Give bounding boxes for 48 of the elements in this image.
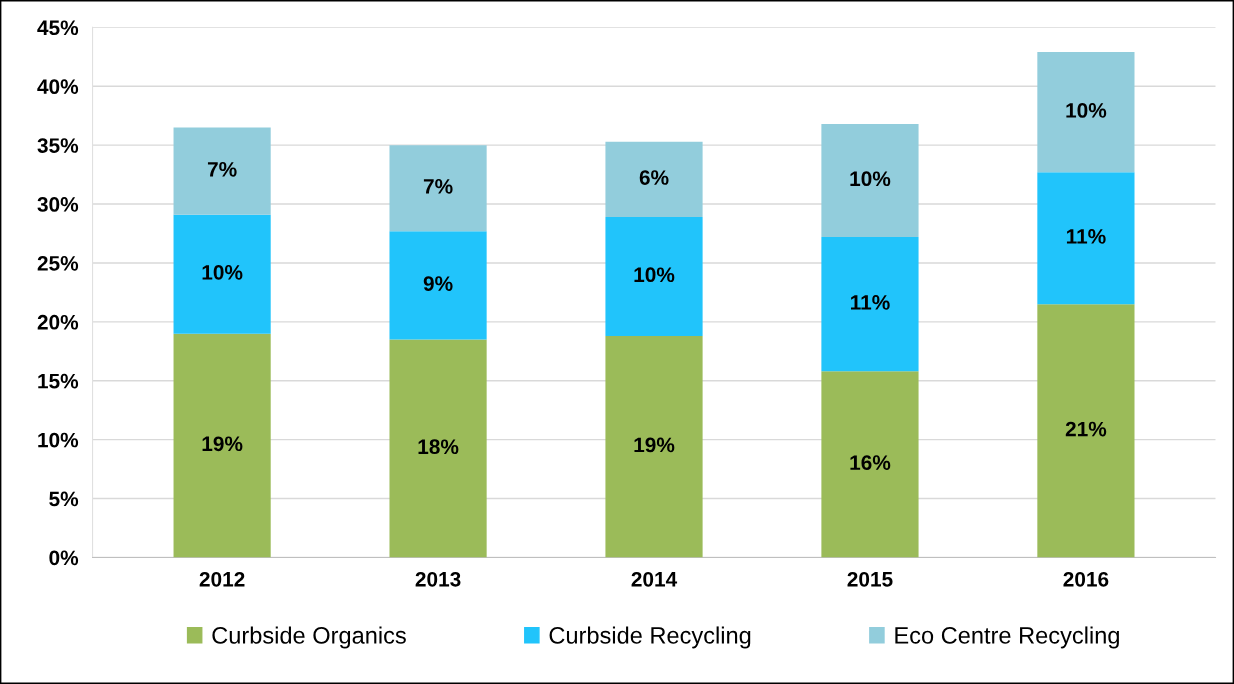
y-tick-label: 0% [49, 550, 79, 566]
data-label: 7% [207, 161, 237, 177]
bar [821, 237, 919, 372]
data-label: 11% [851, 295, 890, 310]
y-tick-label: 35% [37, 138, 79, 153]
data-label: 11% [1066, 229, 1106, 244]
bar [1037, 52, 1135, 173]
data-label: 21% [1065, 421, 1107, 437]
legend-label: Eco Centre Recycling [895, 626, 1119, 649]
y-tick-label: 45% [37, 20, 79, 36]
y-tick-label: 25% [37, 255, 79, 271]
data-label: 6% [639, 170, 669, 185]
x-tick-label: 2014 [631, 571, 678, 587]
data-label: 10% [202, 264, 243, 280]
y-tick-label: 30% [37, 197, 79, 212]
bar [173, 214, 271, 334]
x-tick-label: 2012 [199, 571, 245, 587]
bar [821, 371, 919, 558]
legend-label: Curbside Organics [212, 626, 406, 649]
bar [605, 141, 703, 218]
bar [605, 336, 703, 558]
data-label: 7% [423, 179, 453, 194]
bar [173, 127, 271, 215]
y-tick-label: 10% [38, 432, 79, 448]
y-tick-label: 40% [37, 79, 79, 95]
data-label: 10% [634, 267, 675, 283]
y-tick-label: 15% [38, 373, 79, 389]
bar [821, 123, 919, 238]
bar [389, 145, 487, 232]
x-tick-label: 2015 [847, 571, 893, 587]
x-tick-label: 2013 [415, 571, 461, 587]
y-tick-label: 20% [37, 314, 79, 330]
data-label: 19% [202, 436, 243, 452]
data-label: 19% [634, 437, 675, 453]
legend-label: Curbside Recycling [549, 626, 751, 649]
bar [173, 333, 271, 558]
bar [1037, 304, 1135, 558]
data-label: 10% [1066, 103, 1107, 118]
data-label: 9% [423, 276, 453, 291]
data-label: 18% [418, 439, 459, 455]
data-label: 10% [850, 171, 891, 187]
bar [605, 217, 703, 336]
data-label: 16% [850, 455, 891, 470]
bar [1037, 172, 1135, 305]
x-tick-label: 2016 [1063, 571, 1109, 587]
bar [389, 231, 487, 340]
y-tick-label: 5% [49, 491, 79, 507]
bar [389, 339, 487, 558]
